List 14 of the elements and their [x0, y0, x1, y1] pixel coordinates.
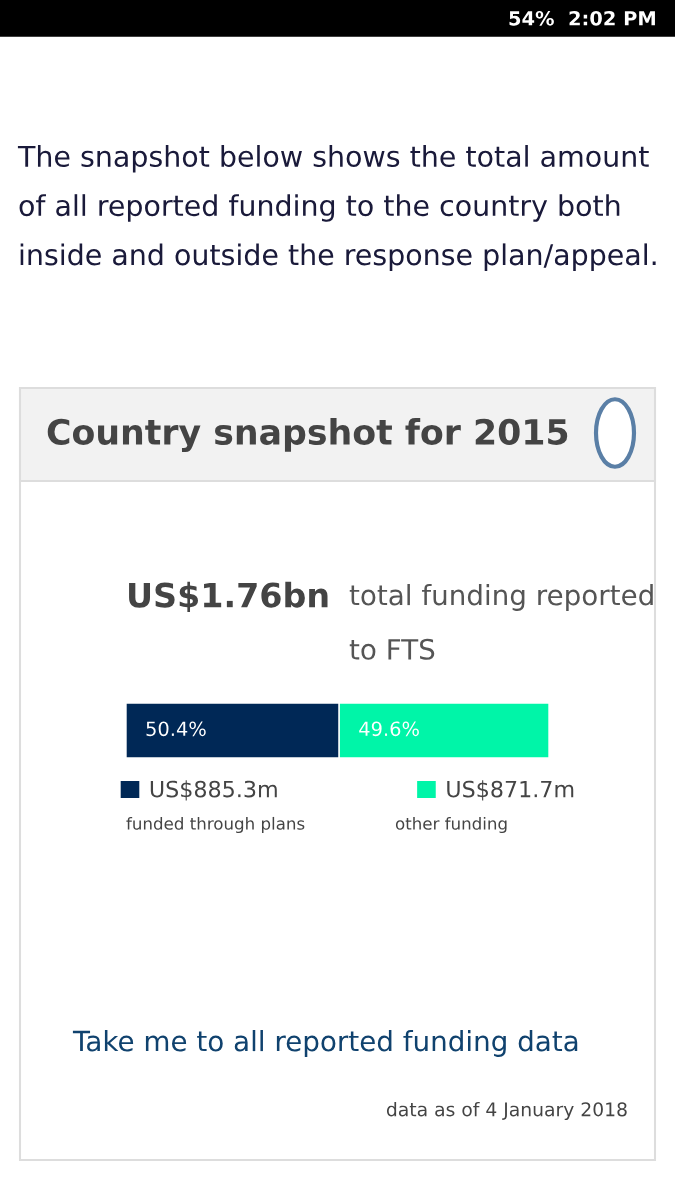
text: 2:02 PM — [569, 10, 655, 26]
text: Take me to all reported funding data — [72, 1030, 578, 1057]
text: US$1.76bn — [129, 581, 328, 613]
legend-label: US$885.3m — [150, 780, 277, 801]
text: funded through plans — [126, 816, 305, 834]
chart-title: Country snapshot for 2015 — [47, 418, 568, 452]
data-label: 50.4% — [146, 721, 206, 737]
text: data as of 4 January 2018 — [386, 1101, 627, 1121]
data-label: 49.6% — [359, 721, 419, 737]
text: total funding reported to FTS — [349, 584, 653, 660]
text: 54% — [509, 10, 554, 26]
text: other funding — [395, 816, 507, 834]
text: The snapshot below shows the total amount of all reported funding to the country both inside and outside the response plan/appeal. — [17, 145, 656, 271]
legend-label: US$871.7m — [447, 780, 574, 801]
